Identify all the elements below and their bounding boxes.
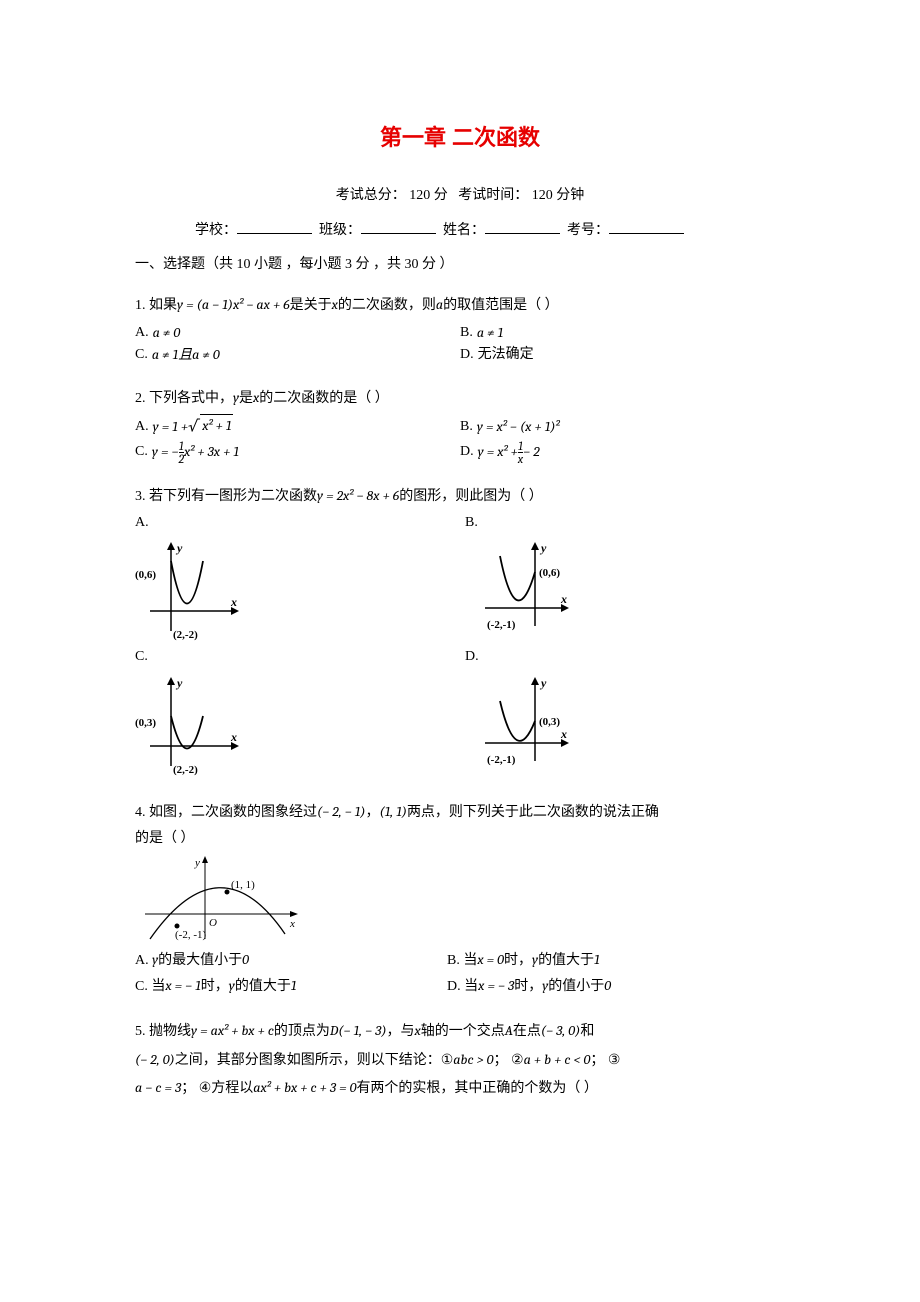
q1-suffix: 的二次函数，则	[338, 298, 436, 313]
svg-text:y: y	[539, 676, 547, 690]
q3-label-b: B.	[465, 512, 785, 534]
q3-graph-c: y x (0,3) (2,-2)	[135, 671, 245, 781]
q2-c-pre: y = −	[152, 441, 179, 463]
svg-text:x: x	[230, 730, 237, 744]
q4-t3: 的是（ ）	[135, 828, 785, 850]
q1-opt-c: C.a ≠ 1且a ≠ 0	[135, 344, 460, 366]
question-2: 2. 下列各式中，y是x的二次函数的是（ ） A. y = 1 + √x² + …	[135, 387, 785, 465]
q1-param: a	[436, 296, 443, 313]
school-blank	[237, 220, 312, 234]
svg-text:x: x	[289, 918, 295, 930]
q4-opt-c: C. 当x = − 1时，y的值大于1	[135, 975, 447, 998]
name-blank	[485, 220, 560, 234]
svg-text:x: x	[560, 727, 567, 741]
svg-text:x: x	[560, 592, 567, 606]
q1-b-text: a ≠ 1	[477, 322, 503, 344]
svg-text:x: x	[230, 595, 237, 609]
q4-comma: ，	[366, 805, 380, 820]
total-value: 120	[409, 188, 430, 203]
student-info: 学校： 班级： 姓名： 考号：	[135, 220, 785, 242]
q4-opt-a: A. y的最大值小于0	[135, 949, 447, 972]
school-label: 学校：	[195, 223, 237, 238]
chapter-title: 第一章 二次函数	[135, 120, 785, 155]
q1-expr: y = (a − 1)x² − ax + 6	[177, 296, 290, 313]
exam-info: 考试总分： 120 分 考试时间： 120 分钟	[135, 185, 785, 207]
q1-opt-a: A.a ≠ 0	[135, 322, 460, 344]
q3-graph-a: y x (0,6) (2,-2)	[135, 536, 245, 646]
svg-text:y: y	[194, 857, 200, 869]
svg-text:(1, 1): (1, 1)	[231, 879, 255, 891]
q2-text: 2. 下列各式中，	[135, 391, 233, 406]
q3-expr: y = 2x² − 8x + 6	[317, 487, 399, 504]
time-value: 120	[532, 188, 553, 203]
q2-c-post: x² + 3x + 1	[184, 441, 239, 463]
section-header: 一、选择题（共 10 小题 ，每小题 3 分 ，共 30 分 ）	[135, 254, 785, 276]
q4-opt-d: D. 当x = − 3时，y的值小于0	[447, 975, 785, 998]
q1-opt-d: D.无法确定	[460, 344, 785, 366]
name-label: 姓名：	[443, 223, 485, 238]
q3-text: 3. 若下列有一图形为二次函数	[135, 489, 317, 504]
q2-c-num: 1	[179, 440, 184, 452]
total-prefix: 考试总分：	[336, 188, 406, 203]
q1-prefix: 1. 如果	[135, 298, 177, 313]
q1-opt-b: B.a ≠ 1	[460, 322, 785, 344]
svg-text:(0,6): (0,6)	[539, 567, 560, 579]
q4-t2: 两点，则下列关于此二次函数的说法正确	[407, 805, 659, 820]
q2-opt-b: B.y = x² − (x + 1)²	[460, 414, 785, 440]
q3-suffix: 的图形，则此图为（ ）	[399, 489, 543, 504]
q4-pt1: (− 2, − 1)	[317, 803, 366, 820]
q2-opt-c: C. y = − 1 2 x² + 3x + 1	[135, 440, 460, 465]
svg-text:(-2, -1): (-2, -1)	[175, 929, 206, 941]
svg-text:(-2,-1): (-2,-1)	[487, 619, 516, 631]
class-blank	[361, 220, 436, 234]
q2-d-post: − 2	[523, 441, 540, 463]
q2-opt-d: D. y = x² + 1 x − 2	[460, 440, 785, 465]
q1-a-text: a ≠ 0	[153, 322, 181, 344]
question-5: 5. 抛物线y = ax² + bx + c的顶点为D(− 1, − 3)，与x…	[135, 1020, 785, 1100]
question-4: 4. 如图，二次函数的图象经过(− 2, − 1)，(1, 1)两点，则下列关于…	[135, 801, 785, 1001]
q2-suffix: 的二次函数的是（ ）	[259, 391, 389, 406]
class-label: 班级：	[319, 223, 361, 238]
id-label: 考号：	[567, 223, 609, 238]
q3-label-c: C.	[135, 646, 455, 668]
svg-text:y: y	[539, 541, 547, 555]
svg-text:(2,-2): (2,-2)	[173, 629, 198, 641]
id-blank	[609, 220, 684, 234]
q3-graph-b: y x (0,6) (-2,-1)	[465, 536, 575, 646]
svg-text:(-2,-1): (-2,-1)	[487, 754, 516, 766]
svg-text:O: O	[209, 917, 217, 929]
q3-label-a: A.	[135, 512, 455, 534]
q2-d-pre: y = x² +	[478, 441, 518, 463]
q4-t1: 4. 如图，二次函数的图象经过	[135, 805, 317, 820]
q2-d-num: 1	[518, 440, 523, 452]
q1-d-text: 无法确定	[478, 344, 534, 366]
svg-text:y: y	[175, 676, 183, 690]
q4-pt2: (1, 1)	[380, 803, 407, 820]
svg-text:y: y	[175, 541, 183, 555]
svg-text:(0,3): (0,3)	[135, 717, 156, 729]
time-prefix: 考试时间：	[458, 188, 528, 203]
q1-tail: 的取值范围是（ ）	[443, 298, 559, 313]
q4-graph: y x O (1, 1) (-2, -1)	[135, 854, 305, 949]
q4-opt-b: B. 当x = 0时，y的值大于1	[447, 949, 785, 972]
q2-mid: 是	[239, 391, 253, 406]
svg-text:(2,-2): (2,-2)	[173, 764, 198, 776]
svg-text:(0,6): (0,6)	[135, 569, 156, 581]
q2-b-text: y = x² − (x + 1)²	[477, 416, 560, 438]
q2-opt-a: A. y = 1 + √x² + 1	[135, 414, 460, 440]
question-1: 1. 如果y = (a − 1)x² − ax + 6是关于x的二次函数，则a的…	[135, 294, 785, 366]
total-unit: 分	[434, 188, 448, 203]
q1-mid: 是关于	[290, 298, 332, 313]
svg-text:(0,3): (0,3)	[539, 716, 560, 728]
question-3: 3. 若下列有一图形为二次函数y = 2x² − 8x + 6的图形，则此图为（…	[135, 485, 785, 781]
time-unit: 分钟	[556, 188, 584, 203]
q1-c-text: a ≠ 1且a ≠ 0	[152, 344, 220, 366]
q3-label-d: D.	[465, 646, 785, 668]
q3-graph-d: y x (0,3) (-2,-1)	[465, 671, 575, 781]
